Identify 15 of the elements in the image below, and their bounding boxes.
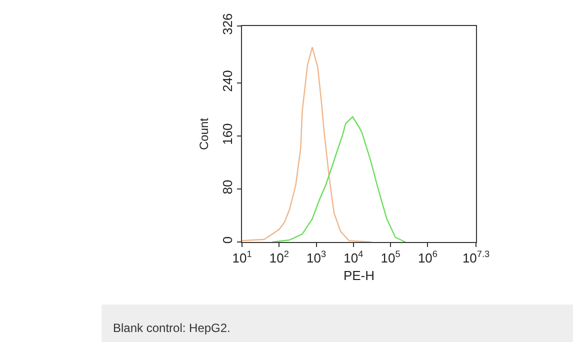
x-tick-label: 10$^{7.3}$ [462,249,490,266]
y-tick-label: 160 [220,123,235,145]
x-tick-label: 10$^{2}$ [269,249,289,266]
x-tick-label: 10$^{1}$ [232,249,252,266]
x-tick-label: 10$^{5}$ [380,249,400,266]
x-tick-label: 10$^{3}$ [306,249,326,266]
x-tick-label: 10$^{6}$ [418,249,438,266]
y-tick-label: 240 [220,70,235,92]
y-axis-title: Count [197,117,212,150]
y-tick-label: 80 [220,180,235,194]
y-tick-label: 326 [220,13,235,35]
y-tick-label: 0 [220,236,235,244]
text: Blank control: HepG2. [113,321,230,335]
x-axis-title: PE-H [343,268,375,284]
x-tick-label: 10$^{4}$ [344,249,364,266]
